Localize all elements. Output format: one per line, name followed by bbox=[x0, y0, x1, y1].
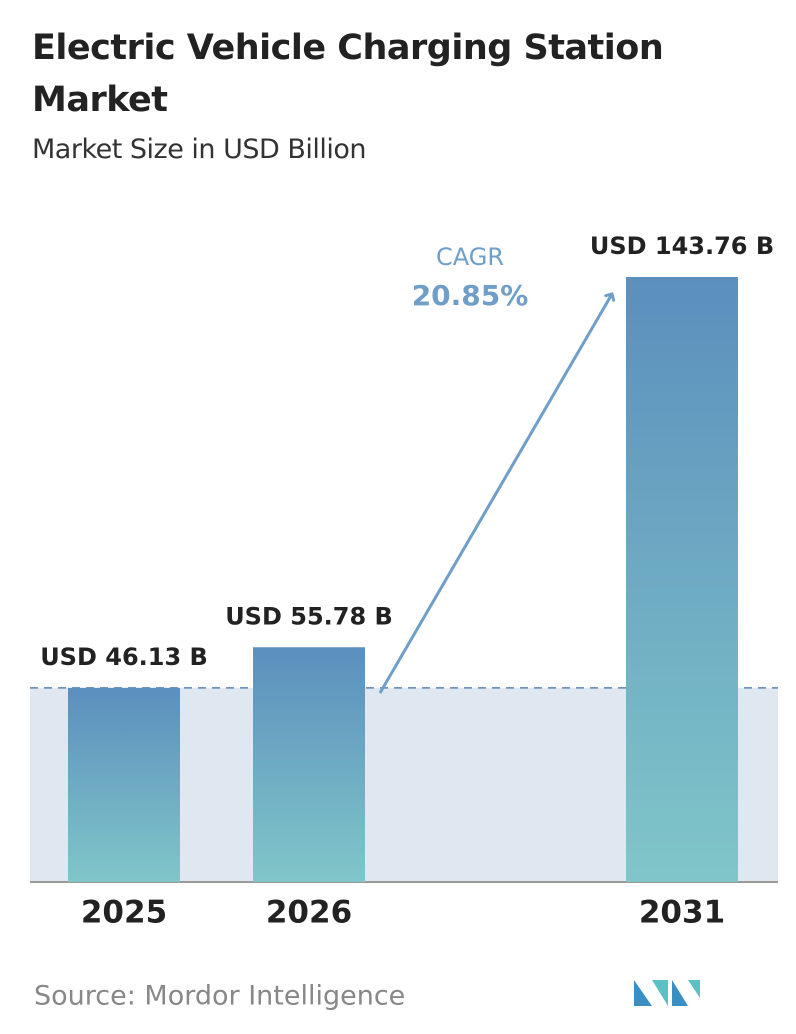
value-label: USD 46.13 B bbox=[40, 643, 208, 671]
cagr-label: CAGR bbox=[436, 243, 504, 271]
logo bbox=[634, 980, 700, 1006]
source: Source: Mordor Intelligence bbox=[34, 981, 405, 1012]
bar bbox=[626, 277, 738, 882]
cagr-arrow bbox=[378, 294, 612, 694]
value-label: USD 55.78 B bbox=[225, 602, 393, 630]
x-tick-label: 2026 bbox=[266, 895, 352, 931]
x-tick-label: 2025 bbox=[81, 895, 167, 931]
cagr-value: 20.85% bbox=[412, 279, 529, 312]
bar bbox=[68, 687, 180, 882]
value-label: USD 143.76 B bbox=[590, 232, 774, 260]
bar bbox=[253, 647, 365, 882]
chart-title: Electric Vehicle Charging Station Market bbox=[32, 28, 664, 120]
chart-subtitle: Market Size in USD Billion bbox=[32, 134, 367, 165]
x-tick-label: 2031 bbox=[639, 895, 725, 931]
